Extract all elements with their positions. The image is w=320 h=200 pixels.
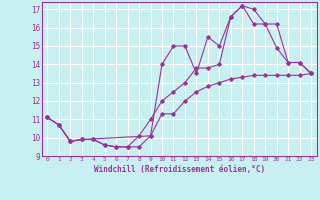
X-axis label: Windchill (Refroidissement éolien,°C): Windchill (Refroidissement éolien,°C) [94,165,265,174]
